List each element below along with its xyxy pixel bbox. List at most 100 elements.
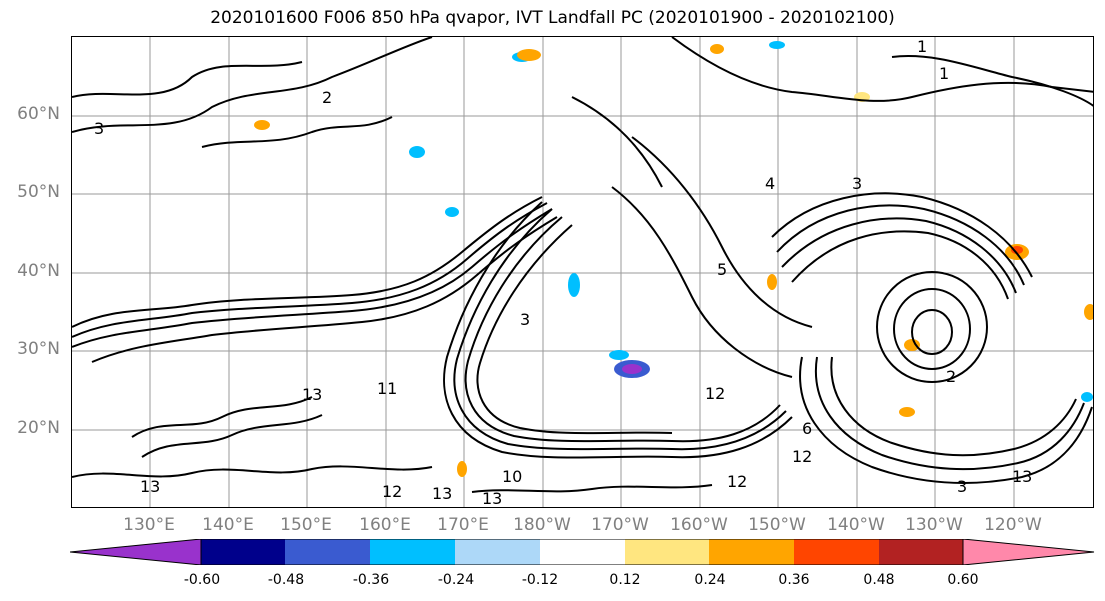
contour-line	[830, 356, 1077, 457]
contour-line	[72, 37, 433, 133]
negative-anomaly-core	[622, 364, 642, 374]
contour-line	[891, 55, 1093, 107]
lat-label-50n: 50°N	[17, 182, 60, 202]
colorbar-swatch	[370, 539, 455, 565]
contour-line	[911, 309, 953, 355]
negative-anomaly-patch	[409, 146, 425, 158]
contour-line	[464, 216, 781, 443]
negative-anomaly-patch	[609, 350, 629, 360]
colorbar-swatch	[285, 539, 370, 565]
colorbar-tick-label: 0.36	[778, 572, 810, 588]
contour-line	[814, 356, 1085, 471]
contour-label: 6	[802, 419, 812, 438]
colorbar-tick-label: 0.12	[609, 572, 641, 588]
lat-label-30n: 30°N	[17, 339, 60, 359]
colorbar	[70, 539, 1095, 565]
contour-line	[131, 396, 313, 438]
contour-line	[72, 61, 303, 98]
contour-line	[72, 208, 553, 348]
colorbar-swatch	[201, 539, 285, 565]
lon-label-170e: 170°E	[437, 515, 489, 535]
contour-label: 3	[94, 119, 104, 138]
lon-label-150e: 150°E	[280, 515, 332, 535]
colorbar-swatch	[625, 539, 709, 565]
contour-label: 3	[520, 310, 530, 329]
colorbar-extend-high	[962, 539, 1095, 565]
contour-label: 13	[482, 489, 502, 508]
contour-line	[781, 217, 1017, 294]
contour-line	[72, 465, 433, 478]
colorbar-tick-label: -0.48	[267, 572, 305, 588]
contour-label: 10	[502, 467, 522, 486]
lon-label-140e: 140°E	[202, 515, 254, 535]
map-panel: 3 2 1 1 4 3 5 3 2 11 13 12 12 13 13 10 1…	[71, 36, 1094, 508]
map-title: 2020101600 F006 850 hPa qvapor, IVT Land…	[210, 8, 895, 28]
anomaly-fills	[254, 41, 1093, 477]
contour-line	[876, 271, 988, 383]
contour-label: 12	[727, 472, 747, 491]
negative-anomaly-patch	[1081, 392, 1093, 402]
map-svg: 3 2 1 1 4 3 5 3 2 11 13 12 12 13 13 10 1…	[72, 37, 1093, 508]
ivt-contours	[72, 37, 1093, 493]
negative-anomaly-patch	[568, 273, 580, 297]
contour-line	[771, 192, 1033, 278]
lat-label-40n: 40°N	[17, 261, 60, 281]
colorbar-frame	[200, 539, 964, 565]
lat-label-60n: 60°N	[17, 104, 60, 124]
contour-label: 13	[1012, 467, 1032, 486]
colorbar-swatch	[879, 539, 963, 565]
contour-label: 13	[432, 484, 452, 503]
contour-label: 11	[377, 379, 397, 398]
positive-anomaly-patch	[767, 274, 777, 290]
positive-anomaly-patch	[710, 44, 724, 54]
colorbar-swatch	[455, 539, 540, 565]
contour-line	[471, 484, 713, 493]
contour-line	[72, 196, 543, 328]
colorbar-swatch	[540, 539, 625, 565]
contour-label: 4	[765, 174, 775, 193]
contour-label: 3	[852, 174, 862, 193]
positive-anomaly-patch	[457, 461, 467, 477]
lon-label-140w: 140°W	[827, 515, 885, 535]
colorbar-tick-label: 0.60	[947, 572, 979, 588]
colorbar-tick-label: 0.24	[694, 572, 726, 588]
contour-line	[453, 208, 787, 451]
lon-label-150w: 150°W	[748, 515, 806, 535]
contour-line	[443, 201, 793, 459]
positive-anomaly-patch	[899, 407, 915, 417]
colorbar-tick-label: -0.24	[437, 572, 475, 588]
lon-label-160w: 160°W	[670, 515, 728, 535]
lon-label-170w: 170°W	[591, 515, 649, 535]
negative-anomaly-patch	[769, 41, 785, 49]
lon-label-160e: 160°E	[359, 515, 411, 535]
colorbar-tick-label: -0.36	[352, 572, 390, 588]
contour-line	[791, 230, 1009, 300]
contour-line	[671, 37, 1093, 102]
contour-label: 1	[939, 64, 949, 83]
contour-label: 2	[322, 88, 332, 107]
contour-label: 2	[946, 367, 956, 386]
contour-line	[776, 204, 1025, 286]
positive-anomaly-patch	[904, 339, 920, 351]
contour-line	[141, 414, 323, 458]
colorbar-extend-low	[70, 539, 202, 565]
contour-label: 13	[302, 385, 322, 404]
lon-label-130e: 130°E	[123, 515, 175, 535]
contour-line	[893, 288, 971, 370]
contour-line	[72, 202, 548, 338]
contour-label: 3	[957, 477, 967, 496]
colorbar-tick-label: 0.48	[863, 572, 895, 588]
lon-label-120w: 120°W	[984, 515, 1042, 535]
contour-label: 12	[382, 482, 402, 501]
contour-label-group: 3 2 1 1 4 3 5 3 2 11 13 12 12 13 13 10 1…	[94, 37, 1032, 508]
negative-anomaly-patch	[445, 207, 459, 217]
lon-label-130w: 130°W	[905, 515, 963, 535]
colorbar-tick-label: -0.60	[183, 572, 221, 588]
contour-label: 13	[140, 477, 160, 496]
contour-line	[631, 136, 813, 328]
positive-anomaly-patch	[1084, 304, 1093, 320]
contour-line	[799, 356, 1093, 484]
lon-label-180w: 180°W	[513, 515, 571, 535]
contour-label: 12	[705, 384, 725, 403]
positive-anomaly-core	[1011, 246, 1023, 254]
